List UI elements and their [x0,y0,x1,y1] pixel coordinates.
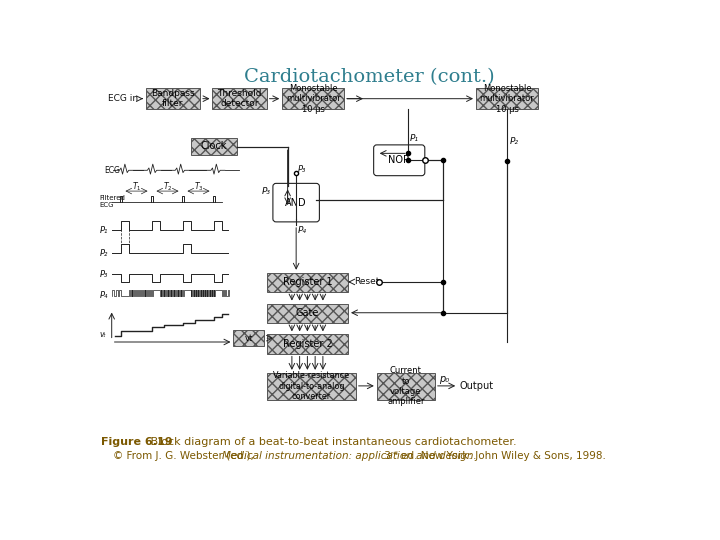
Text: Register 2: Register 2 [282,339,332,349]
Text: vt: vt [245,334,253,343]
Text: Time: Time [234,338,255,347]
Text: NOR: NOR [388,156,410,165]
Text: Monostable
multivibrator
10 μs: Monostable multivibrator 10 μs [286,84,341,113]
Text: Current
to
voltage
amplifier: Current to voltage amplifier [387,366,425,407]
Text: Block diagram of a beat-to-beat instantaneous cardiotachometer.: Block diagram of a beat-to-beat instanta… [147,437,516,447]
Bar [476,88,538,110]
Bar [266,303,348,323]
Text: $T_1$: $T_1$ [132,181,141,193]
Text: AND: AND [285,198,307,207]
Text: Variable-resistance
digital-to-analog
converter: Variable-resistance digital-to-analog co… [273,372,350,401]
Text: P₂: P₂ [509,137,518,146]
Text: P₂: P₂ [99,249,108,258]
Bar [266,334,348,354]
Text: P₁: P₁ [410,134,419,143]
Text: Clock: Clock [201,141,228,151]
Text: Filtered
ECG: Filtered ECG [99,195,125,208]
Text: ECG: ECG [104,166,120,175]
Text: Monostable
multivibrator
10 μs: Monostable multivibrator 10 μs [480,84,534,113]
Text: P₃: P₃ [99,270,108,279]
Bar [191,138,238,155]
Bar [233,330,264,346]
Text: Gate: Gate [296,308,319,318]
Bar [212,88,266,110]
Bar [377,373,435,400]
Text: P₄: P₄ [99,291,108,300]
FancyBboxPatch shape [374,145,425,176]
Text: $T_3$: $T_3$ [194,181,203,193]
Text: Bandpass
filter: Bandpass filter [151,89,194,109]
Bar [145,88,200,110]
Text: Figure 6.19: Figure 6.19 [101,437,173,447]
Text: 3ʳᵈ ed. New York: John Wiley & Sons, 1998.: 3ʳᵈ ed. New York: John Wiley & Sons, 199… [382,451,606,461]
Text: Cardiotachometer (cont.): Cardiotachometer (cont.) [243,68,495,86]
Text: Register 1: Register 1 [282,278,332,287]
Text: Output: Output [459,381,494,391]
Text: P₄: P₄ [297,226,307,235]
Text: p₀: p₀ [438,374,449,384]
FancyBboxPatch shape [273,184,320,222]
Text: Threshold
detector: Threshold detector [217,89,262,109]
Text: $T_2$: $T_2$ [163,181,172,193]
Text: P₃: P₃ [297,165,306,174]
Text: © From J. G. Webster (ed.),: © From J. G. Webster (ed.), [113,451,257,461]
Text: Medical instrumentation: application and design.: Medical instrumentation: application and… [222,451,477,461]
Text: Reset: Reset [354,278,379,286]
Text: P₁: P₁ [99,226,108,235]
Text: vₜ: vₜ [99,330,106,339]
Bar [266,373,356,400]
Text: P₃: P₃ [262,187,271,195]
Bar [282,88,344,110]
Text: ECG in: ECG in [108,94,138,103]
Bar [266,273,348,292]
